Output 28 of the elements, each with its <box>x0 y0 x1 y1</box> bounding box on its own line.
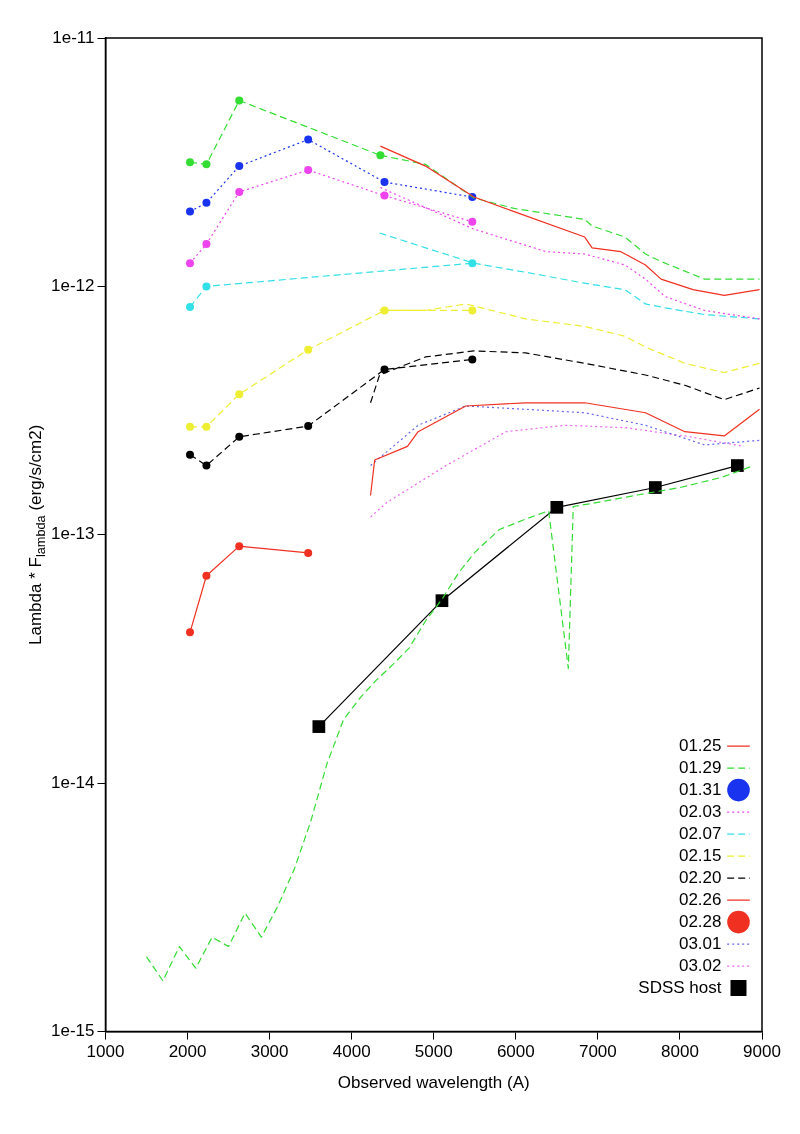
x-tick-label: 9000 <box>743 1042 781 1062</box>
x-tick-label: 2000 <box>168 1042 207 1062</box>
legend-label: 01.25 <box>678 735 722 755</box>
y-tick-label: 1e-15 <box>51 1021 95 1041</box>
y-tick-label: 1e-11 <box>52 27 95 47</box>
x-tick-label: 1000 <box>86 1042 125 1062</box>
x-tick-label: 3000 <box>250 1042 289 1062</box>
x-tick-label: 5000 <box>414 1042 453 1062</box>
legend-label: 02.03 <box>678 801 722 821</box>
x-tick-label: 8000 <box>661 1042 699 1062</box>
legend-label: 01.29 <box>678 757 722 777</box>
legend-label: 02.26 <box>678 889 722 909</box>
legend-label: 03.02 <box>678 955 722 975</box>
legend-label: 03.01 <box>678 933 722 953</box>
legend-label: 02.28 <box>678 911 722 931</box>
legend-label: 02.07 <box>678 823 722 843</box>
x-tick-label: 4000 <box>332 1042 371 1062</box>
y-tick-label: 1e-13 <box>51 524 95 544</box>
y-axis-title: Lambda * Flambda (erg/s/cm2) <box>25 424 48 645</box>
x-tick-label: 7000 <box>578 1042 617 1062</box>
x-axis-title: Observed wavelength (A) <box>337 1073 530 1093</box>
legend-label: SDSS host <box>638 977 722 997</box>
legend-label: 02.15 <box>678 845 722 865</box>
legend-label: 02.20 <box>678 867 722 887</box>
y-tick-label: 1e-14 <box>51 772 95 792</box>
legend-label: 01.31 <box>678 779 722 799</box>
x-tick-label: 6000 <box>496 1042 535 1062</box>
y-tick-label: 1e-12 <box>51 276 95 296</box>
